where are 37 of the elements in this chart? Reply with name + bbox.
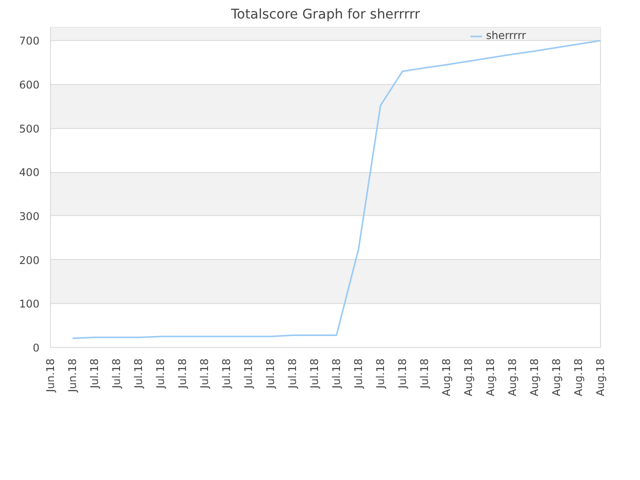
y-tick-label: 500: [19, 122, 40, 136]
x-tick-label: Jul.18: [418, 358, 431, 390]
x-tick-label: Jul.18: [396, 358, 409, 390]
x-tick-label: Jul.18: [154, 358, 167, 390]
x-tick-label: Aug.18: [506, 358, 519, 396]
x-tick-label: Jun.18: [44, 358, 57, 394]
y-tick-label: 700: [19, 34, 40, 48]
x-tick-label: Jul.18: [242, 358, 255, 390]
chart-title: Totalscore Graph for sherrrrr: [230, 8, 420, 22]
x-tick-label: Jul.18: [264, 358, 277, 390]
x-tick-label: Jul.18: [88, 358, 101, 390]
x-tick-label: Jul.18: [308, 358, 321, 390]
x-tick-label: Jul.18: [374, 358, 387, 390]
x-tick-label: Jul.18: [352, 358, 365, 390]
x-tick-label: Jul.18: [176, 358, 189, 390]
x-tick-label: Aug.18: [440, 358, 453, 396]
x-tick-label: Jul.18: [198, 358, 211, 390]
x-tick-label: Aug.18: [484, 358, 497, 396]
x-tick-label: Jul.18: [132, 358, 145, 390]
legend-label: sherrrrr: [486, 29, 526, 42]
x-tick-label: Aug.18: [528, 358, 541, 396]
x-tick-label: Aug.18: [594, 358, 607, 396]
y-tick-label: 100: [19, 298, 40, 311]
y-tick-label: 200: [19, 254, 40, 267]
y-tick-label: 300: [19, 210, 40, 223]
y-tick-label: 400: [19, 166, 40, 180]
x-tick-label: Aug.18: [572, 358, 585, 396]
x-tick-label: Aug.18: [550, 358, 563, 396]
x-tick-label: Jun.18: [66, 358, 79, 394]
x-tick-label: Jul.18: [286, 358, 299, 390]
x-tick-label: Jul.18: [330, 358, 343, 390]
y-tick-label: 0: [32, 342, 40, 354]
x-tick-label: Jul.18: [110, 358, 123, 390]
x-tick-label: Jul.18: [220, 358, 233, 390]
line-series: [72, 40, 600, 340]
x-tick-label: Aug.18: [462, 358, 475, 396]
y-tick-label: 600: [19, 78, 40, 92]
